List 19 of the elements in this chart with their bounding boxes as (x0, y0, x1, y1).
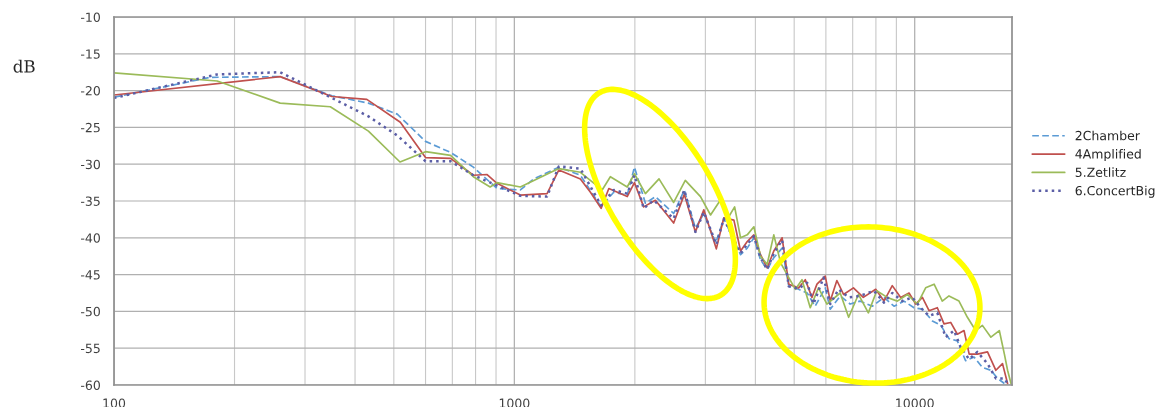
legend-label: 6.ConcertBig (1075, 185, 1155, 198)
x-tick-label: 100 (103, 398, 126, 407)
y-tick-label: -10 (81, 12, 100, 22)
y-tick-label: -60 (81, 380, 100, 390)
y-tick-label: -50 (81, 306, 100, 317)
legend-label: 5.Zetlitz (1075, 167, 1126, 177)
x-tick-label: 1000 (499, 398, 530, 407)
legend-label: 4Amplified (1075, 148, 1141, 162)
y-tick-label: -15 (81, 49, 100, 59)
y-tick-label: -45 (81, 270, 100, 280)
x-tick-label: 10000 (896, 398, 934, 407)
y-axis-title: dB (13, 59, 35, 73)
y-tick-label: -25 (81, 122, 100, 133)
legend-label: 2Chamber (1075, 130, 1140, 141)
y-tick-label: -40 (81, 233, 100, 243)
y-tick-label: -20 (81, 86, 100, 96)
y-tick-label: -35 (81, 196, 100, 206)
y-tick-label: -55 (81, 343, 100, 354)
y-tick-label: -30 (81, 159, 100, 170)
